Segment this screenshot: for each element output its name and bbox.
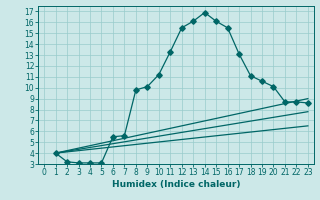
X-axis label: Humidex (Indice chaleur): Humidex (Indice chaleur) [112, 180, 240, 189]
